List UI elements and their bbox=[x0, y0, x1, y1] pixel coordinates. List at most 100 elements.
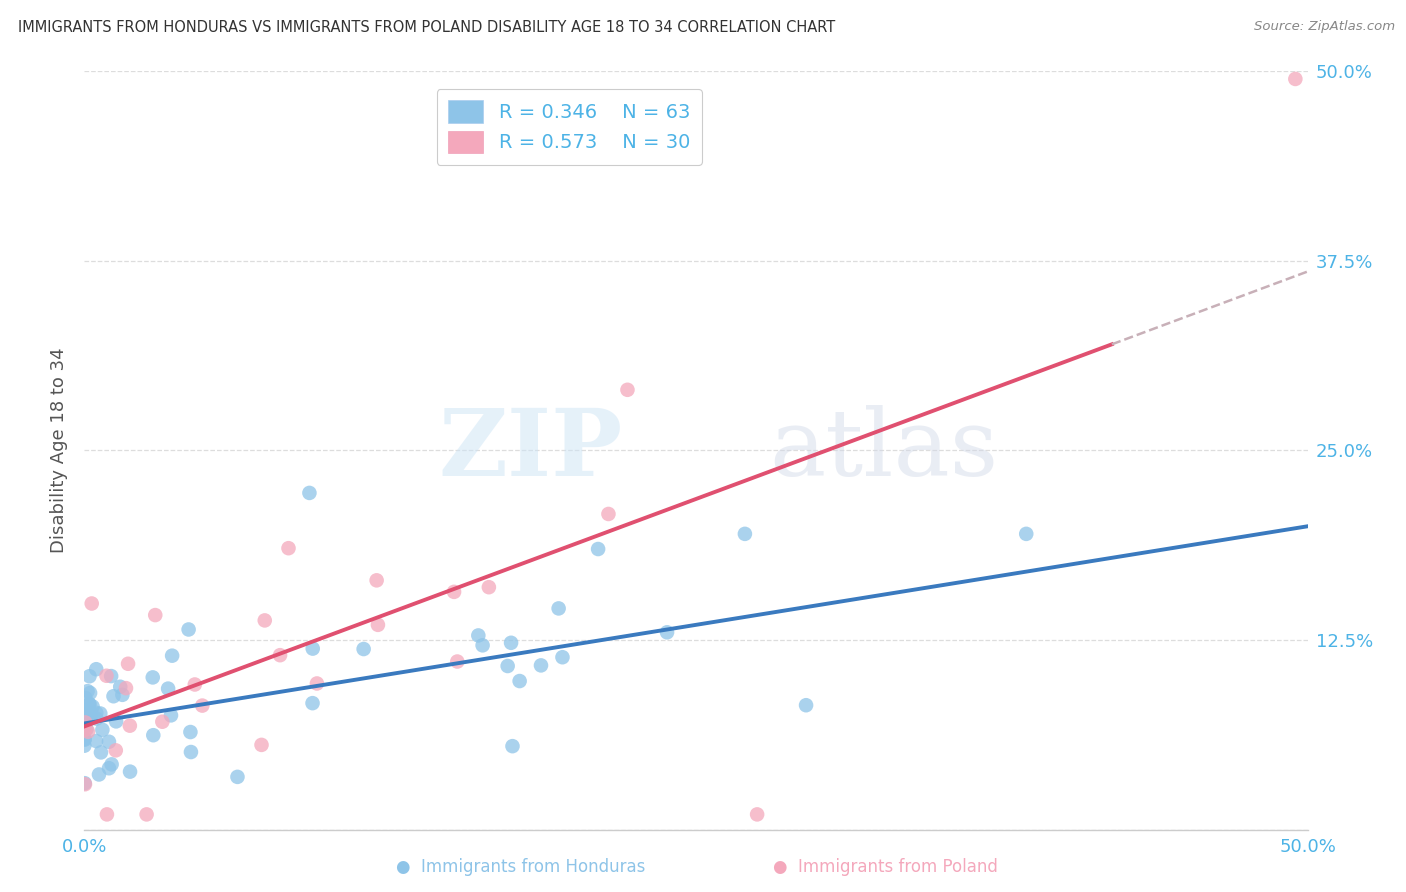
Text: atlas: atlas bbox=[769, 406, 998, 495]
Point bbox=[353, 642, 375, 657]
Point bbox=[547, 601, 569, 615]
Point bbox=[79, 686, 101, 700]
Point bbox=[115, 681, 138, 695]
Point bbox=[75, 690, 97, 705]
Point bbox=[157, 681, 180, 696]
Point bbox=[269, 648, 291, 662]
Text: ●  Immigrants from Honduras: ● Immigrants from Honduras bbox=[395, 858, 645, 876]
Point bbox=[301, 641, 323, 656]
Point bbox=[104, 743, 127, 757]
Point bbox=[77, 697, 100, 711]
Text: ZIP: ZIP bbox=[439, 406, 623, 495]
Point bbox=[443, 585, 465, 599]
Y-axis label: Disability Age 18 to 34: Disability Age 18 to 34 bbox=[49, 348, 67, 553]
Point bbox=[250, 738, 273, 752]
Point bbox=[142, 728, 165, 742]
Point bbox=[135, 807, 157, 822]
Point bbox=[73, 732, 96, 747]
Point bbox=[73, 739, 96, 753]
Point bbox=[73, 704, 96, 718]
Point bbox=[73, 718, 96, 732]
Point bbox=[111, 688, 134, 702]
Point bbox=[86, 712, 108, 726]
Point bbox=[73, 720, 96, 734]
Point bbox=[100, 757, 122, 772]
Text: ●  Immigrants from Poland: ● Immigrants from Poland bbox=[773, 858, 998, 876]
Point bbox=[1015, 526, 1038, 541]
Point bbox=[76, 723, 98, 737]
Point bbox=[467, 628, 489, 642]
Point bbox=[80, 597, 103, 611]
Point bbox=[305, 676, 328, 690]
Point bbox=[160, 648, 183, 663]
Point bbox=[118, 719, 141, 733]
Point bbox=[551, 650, 574, 665]
Legend: R = 0.346    N = 63, R = 0.573    N = 30: R = 0.346 N = 63, R = 0.573 N = 30 bbox=[437, 88, 702, 165]
Point bbox=[367, 617, 389, 632]
Point bbox=[478, 580, 501, 594]
Point bbox=[530, 658, 553, 673]
Point bbox=[79, 697, 101, 711]
Point bbox=[110, 680, 132, 694]
Point bbox=[73, 776, 96, 790]
Point bbox=[734, 526, 756, 541]
Point bbox=[118, 764, 141, 779]
Point bbox=[117, 657, 139, 671]
Point bbox=[191, 698, 214, 713]
Point bbox=[150, 714, 173, 729]
Point bbox=[75, 723, 97, 737]
Point bbox=[103, 690, 125, 704]
Point bbox=[655, 625, 678, 640]
Point bbox=[253, 614, 276, 628]
Point bbox=[77, 713, 100, 727]
Point bbox=[471, 638, 494, 652]
Point bbox=[502, 739, 524, 753]
Point bbox=[616, 383, 638, 397]
Point bbox=[84, 706, 107, 720]
Point bbox=[100, 669, 122, 683]
Point bbox=[143, 608, 166, 623]
Point bbox=[298, 486, 321, 500]
Point bbox=[366, 574, 388, 588]
Point bbox=[446, 655, 468, 669]
Point bbox=[142, 670, 165, 684]
Point bbox=[277, 541, 299, 556]
Point bbox=[73, 732, 96, 747]
Point bbox=[73, 708, 96, 723]
Point bbox=[77, 724, 100, 739]
Point bbox=[499, 636, 522, 650]
Point bbox=[97, 735, 120, 749]
Point bbox=[76, 684, 98, 698]
Point bbox=[747, 807, 769, 822]
Text: Source: ZipAtlas.com: Source: ZipAtlas.com bbox=[1254, 20, 1395, 33]
Point bbox=[96, 669, 118, 683]
Point bbox=[226, 770, 249, 784]
Point bbox=[82, 699, 104, 714]
Point bbox=[79, 669, 101, 683]
Point bbox=[105, 714, 128, 729]
Point bbox=[73, 706, 96, 720]
Point bbox=[84, 734, 107, 748]
Point bbox=[84, 662, 107, 676]
Point bbox=[794, 698, 817, 713]
Point bbox=[179, 725, 201, 739]
Point bbox=[73, 777, 96, 791]
Point bbox=[301, 696, 323, 710]
Point bbox=[96, 807, 118, 822]
Point bbox=[496, 659, 519, 673]
Point bbox=[75, 715, 97, 730]
Point bbox=[598, 507, 620, 521]
Point bbox=[160, 708, 183, 723]
Point bbox=[90, 745, 112, 759]
Point bbox=[91, 723, 114, 737]
Point bbox=[586, 542, 609, 557]
Point bbox=[80, 706, 103, 721]
Point bbox=[177, 623, 200, 637]
Point bbox=[89, 706, 111, 721]
Point bbox=[98, 761, 121, 775]
Point bbox=[1284, 72, 1306, 87]
Point bbox=[180, 745, 202, 759]
Text: IMMIGRANTS FROM HONDURAS VS IMMIGRANTS FROM POLAND DISABILITY AGE 18 TO 34 CORRE: IMMIGRANTS FROM HONDURAS VS IMMIGRANTS F… bbox=[18, 20, 835, 35]
Point bbox=[509, 674, 531, 689]
Point bbox=[184, 677, 207, 691]
